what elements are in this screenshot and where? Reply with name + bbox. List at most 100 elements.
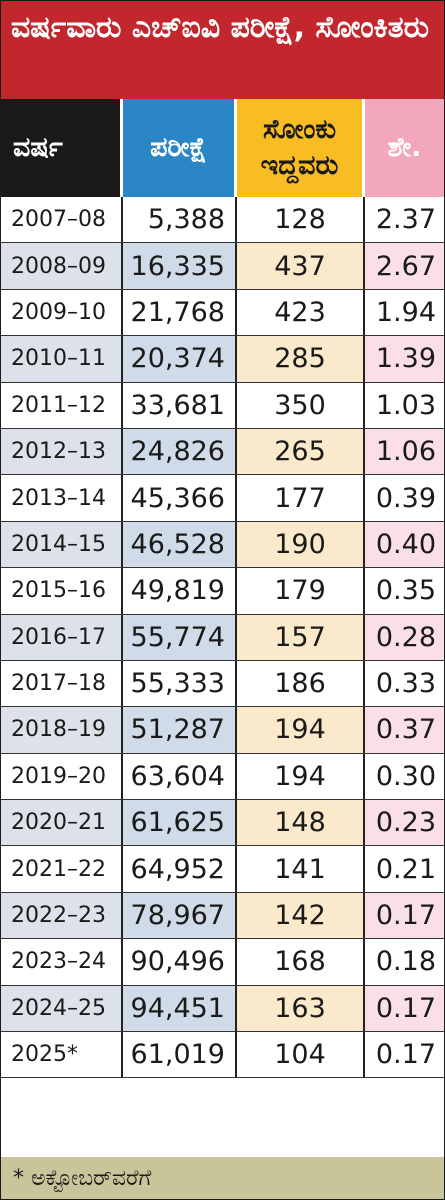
cell-tests: 55,774 <box>123 614 237 660</box>
cell-tests: 24,826 <box>123 428 237 475</box>
table-row: 2023–24 90,496 168 0.18 <box>1 939 444 986</box>
cell-infected: 163 <box>237 985 365 1032</box>
cell-infected: 423 <box>237 289 365 336</box>
table-row: 2010–11 20,374 285 1.39 <box>1 336 444 383</box>
cell-year: 2013–14 <box>1 475 123 521</box>
cell-tests: 45,366 <box>123 475 237 521</box>
cell-percent: 1.03 <box>375 389 436 421</box>
cell-tests: 49,819 <box>123 568 237 614</box>
cell-infected: 186 <box>237 660 365 707</box>
table-row: 2008–09 16,335 437 2.67 <box>1 243 444 290</box>
footnote: * ಅಕ್ಟೋಬರ್‌ವರೆಗೆ <box>1 1157 444 1199</box>
header-year: ವರ್ಷ <box>1 99 123 197</box>
cell-percent: 0.17 <box>365 892 444 939</box>
table-row: 2016–17 55,774 157 0.28 <box>1 614 444 661</box>
cell-tests: 55,333 <box>123 660 237 707</box>
cell-year: 2007–08 <box>1 197 123 243</box>
cell-tests: 94,451 <box>123 985 237 1032</box>
cell-infected: 437 <box>237 243 365 289</box>
cell-percent: 0.17 <box>365 985 444 1032</box>
cell-infected: 350 <box>237 382 365 428</box>
cell-year: 2024–25 <box>1 985 123 1032</box>
table-row: 2024–25 94,451 163 0.17 <box>1 985 444 1033</box>
cell-tests: 90,496 <box>123 939 237 985</box>
cell-year: 2023–24 <box>1 939 123 985</box>
cell-year: 2021–22 <box>1 846 123 892</box>
cell-year: 2019–20 <box>1 753 123 800</box>
cell-percent: 0.33 <box>375 668 436 700</box>
table-row: 2011–12 33,681 350 1.03 <box>1 382 444 429</box>
table-row: 2020–21 61,625 148 0.23 <box>1 800 444 847</box>
cell-infected: 190 <box>237 521 365 568</box>
cell-infected: 179 <box>237 568 365 614</box>
cell-year: 2022–23 <box>1 892 123 939</box>
table-row: 2018–19 51,287 194 0.37 <box>1 707 444 754</box>
cell-percent: 2.67 <box>365 243 444 289</box>
cell-percent: 0.39 <box>375 482 436 514</box>
cell-percent: 0.23 <box>365 800 444 846</box>
cell-year: 2018–19 <box>1 707 123 753</box>
cell-percent: 0.37 <box>365 707 444 753</box>
cell-infected: 148 <box>237 800 365 846</box>
cell-tests: 78,967 <box>123 892 237 939</box>
cell-percent: 1.94 <box>375 296 436 328</box>
cell-tests: 33,681 <box>123 382 237 428</box>
cell-percent: 0.18 <box>375 946 436 978</box>
table-row: 2009–10 21,768 423 1.94 <box>1 289 444 337</box>
cell-year: 2014–15 <box>1 521 123 568</box>
table-row: 2013–14 45,366 177 0.39 <box>1 475 444 522</box>
cell-tests: 63,604 <box>123 753 237 800</box>
table-row: 2022–23 78,967 142 0.17 <box>1 892 444 940</box>
cell-percent: 0.21 <box>375 853 436 885</box>
table-title: ವರ್ಷವಾರು ಎಚ್‌ಐವಿ ಪರೀಕ್ಷೆ, ಸೋಂಕಿತರು <box>1 1 444 99</box>
cell-year: 2011–12 <box>1 382 123 428</box>
cell-tests: 20,374 <box>123 336 237 382</box>
cell-tests: 64,952 <box>123 846 237 892</box>
cell-year: 2008–09 <box>1 243 123 289</box>
cell-infected: 194 <box>237 753 365 800</box>
table-row: 2007–08 5,388 128 2.37 <box>1 197 444 244</box>
cell-infected: 128 <box>237 197 365 243</box>
cell-tests: 51,287 <box>123 707 237 753</box>
cell-infected: 142 <box>237 892 365 939</box>
table-row: 2019–20 63,604 194 0.30 <box>1 753 444 801</box>
cell-percent: 2.37 <box>375 204 436 236</box>
cell-year: 2015–16 <box>1 568 123 614</box>
cell-percent: 0.35 <box>375 575 436 607</box>
cell-year: 2016–17 <box>1 614 123 660</box>
cell-percent: 1.39 <box>365 336 444 382</box>
table-row: 2017–18 55,333 186 0.33 <box>1 660 444 708</box>
table-body: 2007–08 5,388 128 2.37 2008–09 16,335 437 2.67 2… <box>1 197 444 1079</box>
table-row: 2012–13 24,826 265 1.06 <box>1 428 444 476</box>
table-row: 2015–16 49,819 179 0.35 <box>1 568 444 615</box>
cell-year: 2012–13 <box>1 428 123 475</box>
cell-year: 2009–10 <box>1 289 123 336</box>
cell-percent: 0.40 <box>365 521 444 568</box>
table-row: 2025* 61,019 104 0.17 <box>1 1032 444 1079</box>
cell-percent: 0.17 <box>375 1039 436 1071</box>
cell-year: 2025* <box>1 1032 123 1078</box>
cell-tests: 21,768 <box>123 289 237 336</box>
cell-infected: 168 <box>237 939 365 985</box>
cell-infected: 157 <box>237 614 365 660</box>
cell-year: 2017–18 <box>1 660 123 707</box>
cell-infected: 194 <box>237 707 365 753</box>
cell-infected: 265 <box>237 428 365 475</box>
header-tests: ಪರೀಕ್ಷೆ <box>123 99 237 197</box>
table-row: 2021–22 64,952 141 0.21 <box>1 846 444 893</box>
cell-infected: 285 <box>237 336 365 382</box>
cell-tests: 5,388 <box>123 197 237 243</box>
cell-percent: 1.06 <box>365 428 444 475</box>
cell-percent: 0.30 <box>375 760 436 792</box>
cell-infected: 177 <box>237 475 365 521</box>
cell-infected: 104 <box>237 1032 365 1078</box>
cell-tests: 46,528 <box>123 521 237 568</box>
header-percent: ಶೇ. <box>365 99 444 197</box>
header-infected: ಸೋಂಕು ಇದ್ದವರು <box>237 99 365 197</box>
cell-tests: 61,019 <box>123 1032 237 1078</box>
cell-tests: 16,335 <box>123 243 237 289</box>
cell-year: 2010–11 <box>1 336 123 382</box>
cell-percent: 0.28 <box>365 614 444 660</box>
cell-year: 2020–21 <box>1 800 123 846</box>
